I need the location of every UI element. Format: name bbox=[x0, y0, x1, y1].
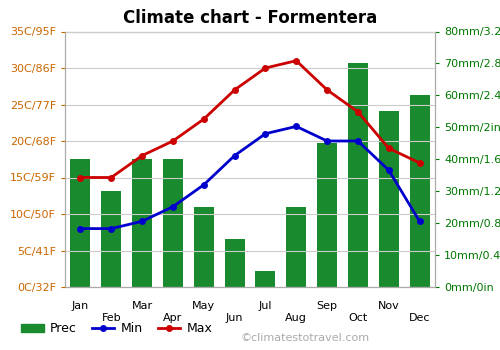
Bar bbox=[410, 95, 430, 287]
Legend: Prec, Min, Max: Prec, Min, Max bbox=[16, 317, 218, 340]
Bar bbox=[194, 207, 214, 287]
Text: Aug: Aug bbox=[286, 313, 307, 323]
Bar bbox=[224, 239, 244, 287]
Bar bbox=[70, 159, 90, 287]
Bar bbox=[163, 159, 183, 287]
Bar bbox=[132, 159, 152, 287]
Title: Climate chart - Formentera: Climate chart - Formentera bbox=[123, 9, 377, 27]
Text: Apr: Apr bbox=[164, 313, 182, 323]
Bar bbox=[286, 207, 306, 287]
Text: Jun: Jun bbox=[226, 313, 244, 323]
Text: Dec: Dec bbox=[409, 313, 430, 323]
Bar bbox=[378, 111, 399, 287]
Text: Jul: Jul bbox=[258, 301, 272, 311]
Bar bbox=[256, 271, 276, 287]
Text: Feb: Feb bbox=[102, 313, 121, 323]
Bar bbox=[317, 143, 337, 287]
Bar bbox=[101, 191, 121, 287]
Text: Sep: Sep bbox=[316, 301, 338, 311]
Text: Nov: Nov bbox=[378, 301, 400, 311]
Text: ©climatestotravel.com: ©climatestotravel.com bbox=[240, 333, 369, 343]
Text: Jan: Jan bbox=[72, 301, 89, 311]
Text: Mar: Mar bbox=[132, 301, 152, 311]
Bar bbox=[348, 63, 368, 287]
Text: May: May bbox=[192, 301, 216, 311]
Text: Oct: Oct bbox=[348, 313, 368, 323]
